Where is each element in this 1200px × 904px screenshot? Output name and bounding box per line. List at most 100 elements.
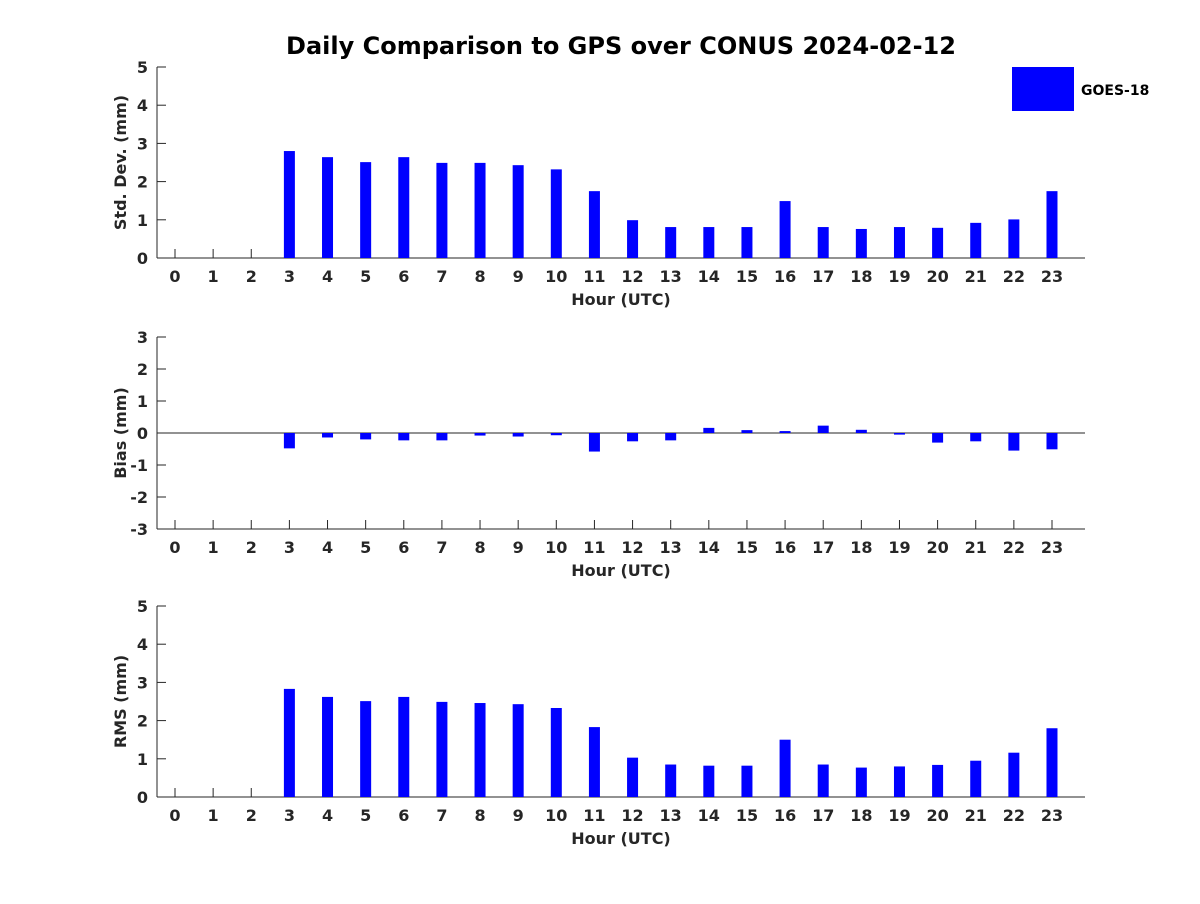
- std-dev-x-tick-label: 13: [660, 267, 682, 286]
- bias-x-tick-label: 13: [660, 538, 682, 557]
- std-dev-bar: [855, 228, 867, 258]
- std-dev-x-tick-label: 6: [398, 267, 409, 286]
- rms-x-tick-label: 4: [322, 806, 333, 825]
- std-dev-bar: [970, 222, 982, 258]
- bias-bar: [665, 433, 677, 441]
- bias-x-tick-label: 14: [698, 538, 720, 557]
- std-dev-x-tick-label: 23: [1041, 267, 1063, 286]
- std-dev-bar: [932, 227, 944, 258]
- rms-bar: [588, 727, 600, 797]
- bias-y-tick-label: 3: [137, 328, 148, 347]
- bias-x-tick-label: 18: [850, 538, 872, 557]
- rms-x-tick-label: 8: [474, 806, 485, 825]
- rms-bar: [436, 701, 448, 797]
- std-dev-x-tick-label: 21: [965, 267, 987, 286]
- std-dev-bar: [665, 227, 677, 258]
- bias-y-axis-label: Bias (mm): [111, 387, 130, 479]
- rms-x-tick-label: 10: [545, 806, 567, 825]
- std-dev-bar: [893, 227, 905, 258]
- rms-y-axis-label: RMS (mm): [111, 655, 130, 748]
- bias-bar: [550, 433, 562, 436]
- rms-bar: [741, 765, 753, 797]
- rms-x-tick-label: 13: [660, 806, 682, 825]
- std-dev-x-tick-label: 7: [436, 267, 447, 286]
- std-dev-y-axis-label: Std. Dev. (mm): [111, 95, 130, 230]
- std-dev-x-tick-label: 22: [1003, 267, 1025, 286]
- std-dev-bar: [283, 151, 295, 258]
- rms-bar: [665, 764, 677, 797]
- std-dev-x-tick-label: 19: [888, 267, 910, 286]
- chart-title: Daily Comparison to GPS over CONUS 2024-…: [286, 32, 956, 60]
- rms-y-tick-label: 2: [137, 712, 148, 731]
- rms-x-tick-label: 16: [774, 806, 796, 825]
- rms-bar: [817, 764, 829, 797]
- std-dev-bar: [1046, 191, 1058, 258]
- bias-bar: [970, 433, 982, 442]
- legend-swatch: [1012, 67, 1074, 111]
- std-dev-bar: [512, 165, 524, 258]
- rms-y-tick-label: 3: [137, 673, 148, 692]
- rms-bar: [360, 701, 372, 797]
- bias-x-tick-label: 7: [436, 538, 447, 557]
- bias-x-tick-label: 15: [736, 538, 758, 557]
- bias-x-tick-label: 11: [583, 538, 605, 557]
- bias-x-tick-label: 23: [1041, 538, 1063, 557]
- bias-y-tick-label: -1: [130, 456, 148, 475]
- std-dev-bar: [1008, 219, 1020, 258]
- bias-y-tick-label: 0: [137, 424, 148, 443]
- bias-y-tick-label: 1: [137, 392, 148, 411]
- rms-x-tick-label: 15: [736, 806, 758, 825]
- std-dev-bar: [474, 162, 486, 258]
- bias-x-tick-label: 9: [513, 538, 524, 557]
- bias-bar: [893, 433, 905, 435]
- bias-bar: [360, 433, 372, 440]
- std-dev-x-tick-label: 16: [774, 267, 796, 286]
- std-dev-bar: [817, 227, 829, 258]
- std-dev-y-tick-label: 2: [137, 173, 148, 192]
- bias-bar: [741, 430, 753, 433]
- bias-x-tick-label: 1: [208, 538, 219, 557]
- rms-y-tick-label: 0: [137, 788, 148, 807]
- bias-y-tick-label: -3: [130, 520, 148, 539]
- bias-x-tick-label: 12: [621, 538, 643, 557]
- bias-bar: [1046, 433, 1058, 450]
- bias-y-tick-label: 2: [137, 360, 148, 379]
- bias-x-tick-label: 19: [888, 538, 910, 557]
- rms-x-tick-label: 14: [698, 806, 720, 825]
- bias-bar: [512, 433, 524, 437]
- bias-x-tick-label: 10: [545, 538, 567, 557]
- std-dev-bar: [398, 157, 410, 258]
- rms-x-tick-label: 5: [360, 806, 371, 825]
- std-dev-bar: [322, 157, 334, 258]
- std-dev-x-tick-label: 4: [322, 267, 333, 286]
- rms-x-tick-label: 1: [208, 806, 219, 825]
- std-dev-bar: [360, 162, 372, 258]
- rms-x-tick-label: 22: [1003, 806, 1025, 825]
- rms-x-tick-label: 3: [284, 806, 295, 825]
- bias-x-tick-label: 17: [812, 538, 834, 557]
- bias-x-tick-label: 8: [474, 538, 485, 557]
- std-dev-x-tick-label: 12: [621, 267, 643, 286]
- bias-x-tick-label: 21: [965, 538, 987, 557]
- rms-bar: [398, 696, 410, 797]
- std-dev-x-tick-label: 5: [360, 267, 371, 286]
- rms-x-tick-label: 2: [246, 806, 257, 825]
- std-dev-y-tick-label: 5: [137, 58, 148, 77]
- bias-x-tick-label: 0: [169, 538, 180, 557]
- rms-bar: [550, 707, 562, 797]
- std-dev-bar: [741, 227, 753, 258]
- std-dev-x-tick-label: 3: [284, 267, 295, 286]
- std-dev-bar: [588, 191, 600, 258]
- rms-x-axis-label: Hour (UTC): [571, 829, 671, 848]
- rms-x-tick-label: 9: [513, 806, 524, 825]
- rms-bar: [703, 765, 715, 797]
- std-dev-x-tick-label: 1: [208, 267, 219, 286]
- bias-bar: [932, 433, 944, 443]
- std-dev-x-tick-label: 20: [926, 267, 948, 286]
- bias-bar: [855, 429, 867, 433]
- rms-x-tick-label: 18: [850, 806, 872, 825]
